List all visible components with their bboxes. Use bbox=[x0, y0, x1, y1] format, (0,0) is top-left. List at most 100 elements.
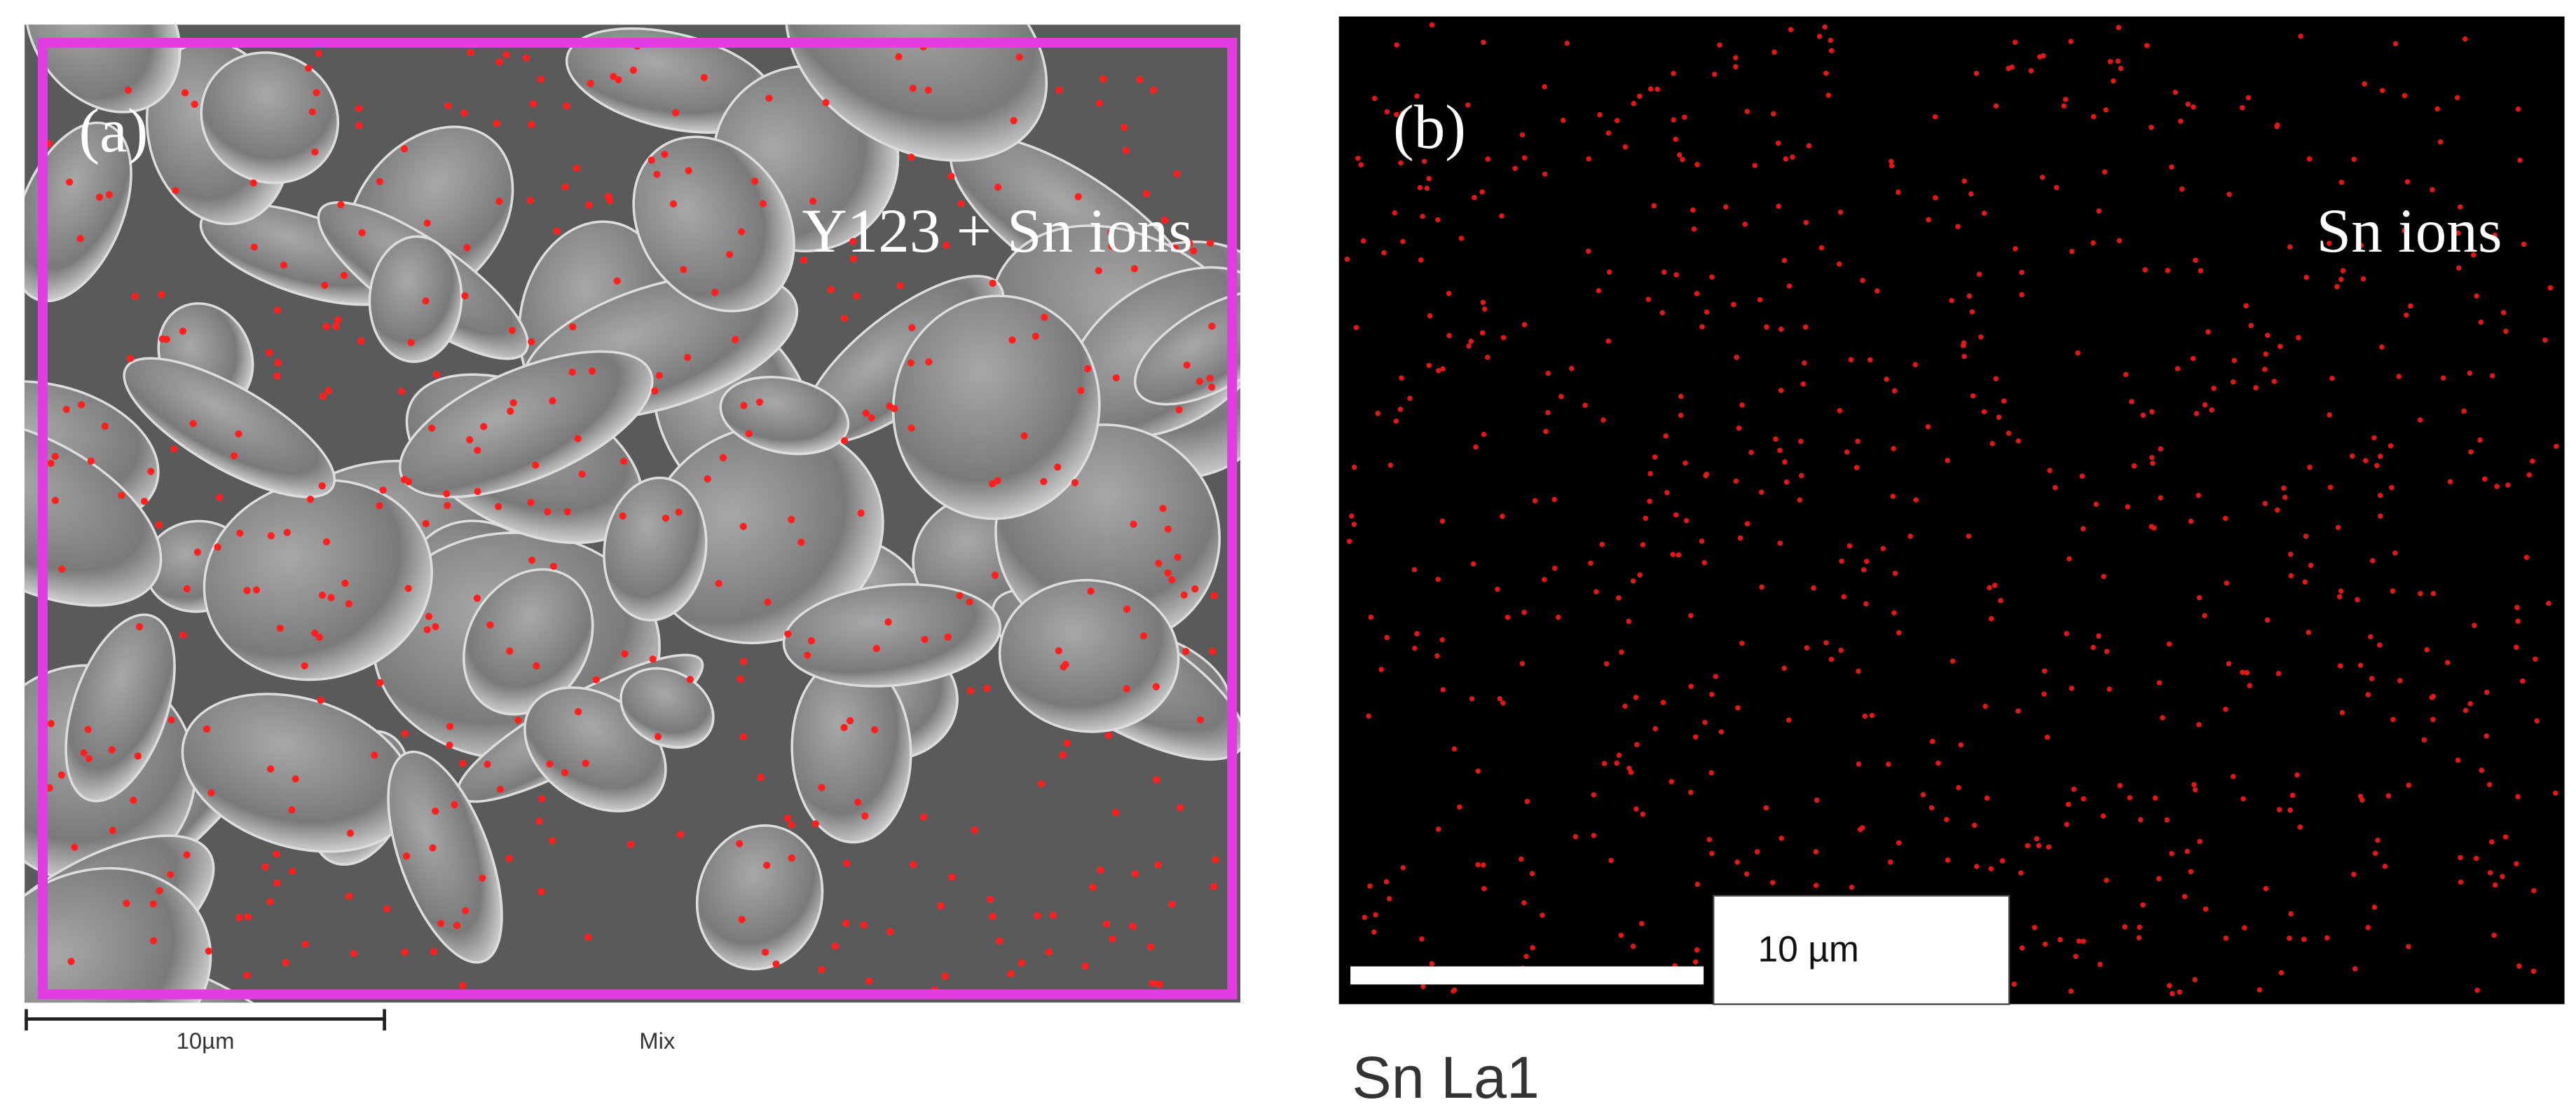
dot bbox=[870, 726, 879, 734]
dot bbox=[474, 447, 481, 454]
dot bbox=[1523, 953, 1529, 960]
dot bbox=[1920, 792, 1926, 798]
dot bbox=[2308, 562, 2314, 569]
dot bbox=[2015, 708, 2021, 714]
dot bbox=[2102, 169, 2108, 175]
dot bbox=[1089, 883, 1097, 891]
dot bbox=[1543, 428, 1549, 435]
dot bbox=[2424, 647, 2430, 653]
dot bbox=[2402, 228, 2407, 233]
dot bbox=[1156, 981, 1163, 988]
dot bbox=[1466, 343, 1472, 349]
dot bbox=[986, 895, 994, 904]
dot bbox=[1699, 324, 1705, 329]
dot bbox=[1969, 309, 1975, 315]
dot bbox=[318, 591, 327, 599]
dot bbox=[2223, 515, 2228, 522]
dot bbox=[2385, 793, 2392, 799]
dot bbox=[2193, 411, 2200, 416]
dot bbox=[661, 151, 669, 158]
dot bbox=[429, 844, 437, 852]
dot bbox=[2458, 855, 2463, 861]
dot bbox=[1932, 114, 1938, 120]
dot bbox=[907, 359, 914, 367]
dot bbox=[443, 490, 451, 498]
dot bbox=[1414, 631, 1420, 637]
dot bbox=[1777, 447, 1783, 454]
dot bbox=[1521, 609, 1527, 615]
grain bbox=[719, 376, 850, 456]
dot bbox=[1189, 247, 1198, 254]
dot bbox=[1771, 111, 1776, 117]
dot bbox=[289, 868, 296, 876]
dot bbox=[1862, 713, 1868, 719]
dot bbox=[1417, 184, 1423, 191]
dot bbox=[1180, 591, 1188, 599]
dot bbox=[2196, 722, 2202, 728]
dot bbox=[2350, 453, 2355, 459]
dot bbox=[2277, 343, 2283, 349]
dot bbox=[2239, 104, 2245, 111]
dot bbox=[2474, 293, 2479, 299]
dot bbox=[1744, 521, 1751, 526]
dot bbox=[2131, 463, 2137, 469]
dot bbox=[1928, 805, 1935, 811]
dot bbox=[1360, 238, 1366, 244]
dot bbox=[528, 338, 535, 346]
dot bbox=[317, 696, 324, 704]
dot bbox=[1400, 238, 1406, 245]
dot bbox=[1801, 360, 1807, 366]
dot bbox=[2288, 911, 2294, 917]
dot bbox=[313, 89, 320, 97]
dot bbox=[1981, 210, 1987, 216]
dot bbox=[216, 494, 224, 501]
dot bbox=[1208, 322, 1216, 330]
dot bbox=[2430, 186, 2435, 193]
dot bbox=[2230, 379, 2236, 385]
dot bbox=[1435, 217, 1441, 223]
dot bbox=[1806, 143, 1812, 149]
grain bbox=[463, 568, 594, 716]
dot bbox=[2057, 937, 2063, 943]
caption: Sn ions bbox=[2317, 197, 2502, 266]
dot bbox=[574, 435, 582, 442]
dot bbox=[1168, 900, 1176, 909]
dot bbox=[1451, 746, 1458, 752]
dot bbox=[2197, 838, 2202, 845]
dot bbox=[446, 723, 454, 730]
dot bbox=[261, 863, 269, 871]
dot bbox=[1816, 34, 1823, 39]
dot bbox=[1420, 214, 1425, 219]
dot bbox=[800, 257, 808, 264]
dot bbox=[704, 475, 711, 483]
dot bbox=[2034, 836, 2040, 842]
dot bbox=[1045, 948, 1053, 956]
dot bbox=[205, 947, 212, 955]
dot bbox=[2372, 850, 2378, 857]
dot bbox=[715, 580, 722, 587]
dot bbox=[2375, 838, 2380, 843]
dot bbox=[1892, 571, 1898, 576]
dot bbox=[1400, 865, 1406, 871]
dot bbox=[2166, 641, 2172, 647]
dot bbox=[2369, 676, 2375, 681]
sn-dots bbox=[1344, 22, 2559, 997]
dot bbox=[2298, 33, 2303, 39]
dot bbox=[2039, 175, 2046, 180]
dot bbox=[2224, 580, 2230, 586]
dot bbox=[2061, 103, 2067, 109]
dot bbox=[1841, 594, 1847, 599]
dot bbox=[2546, 601, 2551, 606]
dot bbox=[1828, 48, 1835, 53]
dot bbox=[62, 405, 70, 414]
dot bbox=[2467, 701, 2473, 707]
dot bbox=[2396, 374, 2402, 379]
dot bbox=[404, 585, 412, 592]
dot bbox=[2336, 594, 2343, 599]
dot bbox=[2368, 634, 2373, 640]
dot bbox=[179, 327, 187, 335]
dot bbox=[319, 393, 327, 400]
dot bbox=[2140, 902, 2146, 908]
dot bbox=[2530, 458, 2535, 464]
dot bbox=[2015, 438, 2022, 444]
